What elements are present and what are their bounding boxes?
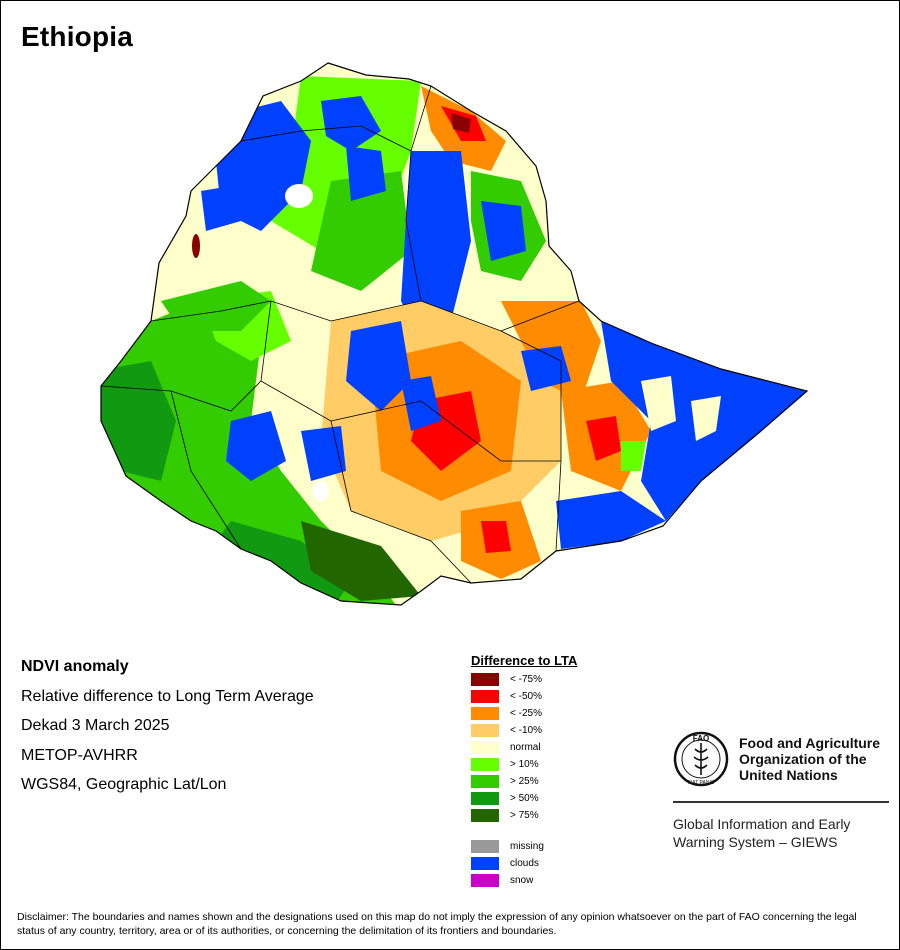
product-description: Relative difference to Long Term Average bbox=[21, 687, 314, 705]
legend-swatch bbox=[471, 775, 499, 788]
legend-row: > 10% bbox=[471, 756, 577, 773]
projection-label: WGS84, Geographic Lat/Lon bbox=[21, 776, 227, 793]
giews-line: Warning System – GIEWS bbox=[673, 834, 838, 850]
legend-row: < -10% bbox=[471, 722, 577, 739]
legend-row: < -25% bbox=[471, 705, 577, 722]
legend-swatch bbox=[471, 857, 499, 870]
legend-row: snow bbox=[471, 872, 577, 889]
country-border bbox=[100, 62, 809, 606]
legend-label: missing bbox=[510, 841, 544, 852]
legend-label: < -25% bbox=[510, 708, 542, 719]
legend-swatch bbox=[471, 809, 499, 822]
legend-label: < -50% bbox=[510, 691, 542, 702]
legend-label: clouds bbox=[510, 858, 539, 869]
legend-label: < -10% bbox=[510, 725, 542, 736]
legend-row: < -75% bbox=[471, 671, 577, 688]
legend-row: missing bbox=[471, 838, 577, 855]
org-name-line: United Nations bbox=[739, 767, 838, 783]
org-name-line: Organization of the bbox=[739, 751, 867, 767]
legend-label: snow bbox=[510, 875, 534, 886]
legend-title: Difference to LTA bbox=[471, 653, 578, 668]
legend-swatch bbox=[471, 874, 499, 887]
divider bbox=[673, 801, 889, 803]
map-info: NDVI anomaly Relative difference to Long… bbox=[21, 657, 314, 805]
legend-label: > 10% bbox=[510, 759, 539, 770]
legend-row: > 50% bbox=[471, 790, 577, 807]
legend-swatch bbox=[471, 673, 499, 686]
legend-swatch bbox=[471, 758, 499, 771]
legend-swatch bbox=[471, 792, 499, 805]
giews-line: Global Information and Early bbox=[673, 816, 851, 832]
product-name: NDVI anomaly bbox=[21, 658, 129, 675]
legend-label: > 75% bbox=[510, 810, 539, 821]
fao-branding: FAO FIAT PANIS Food and Agriculture Orga… bbox=[673, 731, 889, 851]
legend-label: < -75% bbox=[510, 674, 542, 685]
legend-swatch bbox=[471, 690, 499, 703]
disclaimer: Disclaimer: The boundaries and names sho… bbox=[17, 911, 857, 937]
legend-label: normal bbox=[510, 742, 541, 753]
ndvi-raster bbox=[101, 63, 807, 605]
period-label: Dekad 3 March 2025 bbox=[21, 717, 170, 734]
legend-row: > 75% bbox=[471, 807, 577, 824]
legend-row: < -50% bbox=[471, 688, 577, 705]
legend-swatch bbox=[471, 724, 499, 737]
legend-row: normal bbox=[471, 739, 577, 756]
legend-row: clouds bbox=[471, 855, 577, 872]
legend: Difference to LTA < -75% < -50% < -25% < -1… bbox=[471, 653, 577, 889]
emblem-motto: FIAT PANIS bbox=[688, 780, 715, 786]
legend-classes: < -75% < -50% < -25% < -10% normal > 10% > 25%… bbox=[471, 671, 577, 824]
sensor-label: METOP-AVHRR bbox=[21, 746, 138, 764]
legend-label: > 50% bbox=[510, 793, 539, 804]
giews-label: Global Information and Early Warning Sys… bbox=[673, 815, 889, 851]
legend-swatch bbox=[471, 707, 499, 720]
legend-label: > 25% bbox=[510, 776, 539, 787]
map-title: Ethiopia bbox=[21, 21, 134, 52]
legend-extra: missing clouds snow bbox=[471, 838, 577, 889]
admin-boundaries bbox=[100, 85, 580, 584]
emblem-text: FAO bbox=[693, 734, 709, 743]
ndvi-anomaly-map bbox=[100, 62, 809, 606]
org-name-line: Food and Agriculture bbox=[739, 735, 881, 751]
legend-swatch bbox=[471, 741, 499, 754]
fao-emblem-icon: FAO FIAT PANIS bbox=[673, 731, 729, 787]
legend-row: > 25% bbox=[471, 773, 577, 790]
legend-swatch bbox=[471, 840, 499, 853]
org-name: Food and Agriculture Organization of the… bbox=[739, 735, 880, 783]
